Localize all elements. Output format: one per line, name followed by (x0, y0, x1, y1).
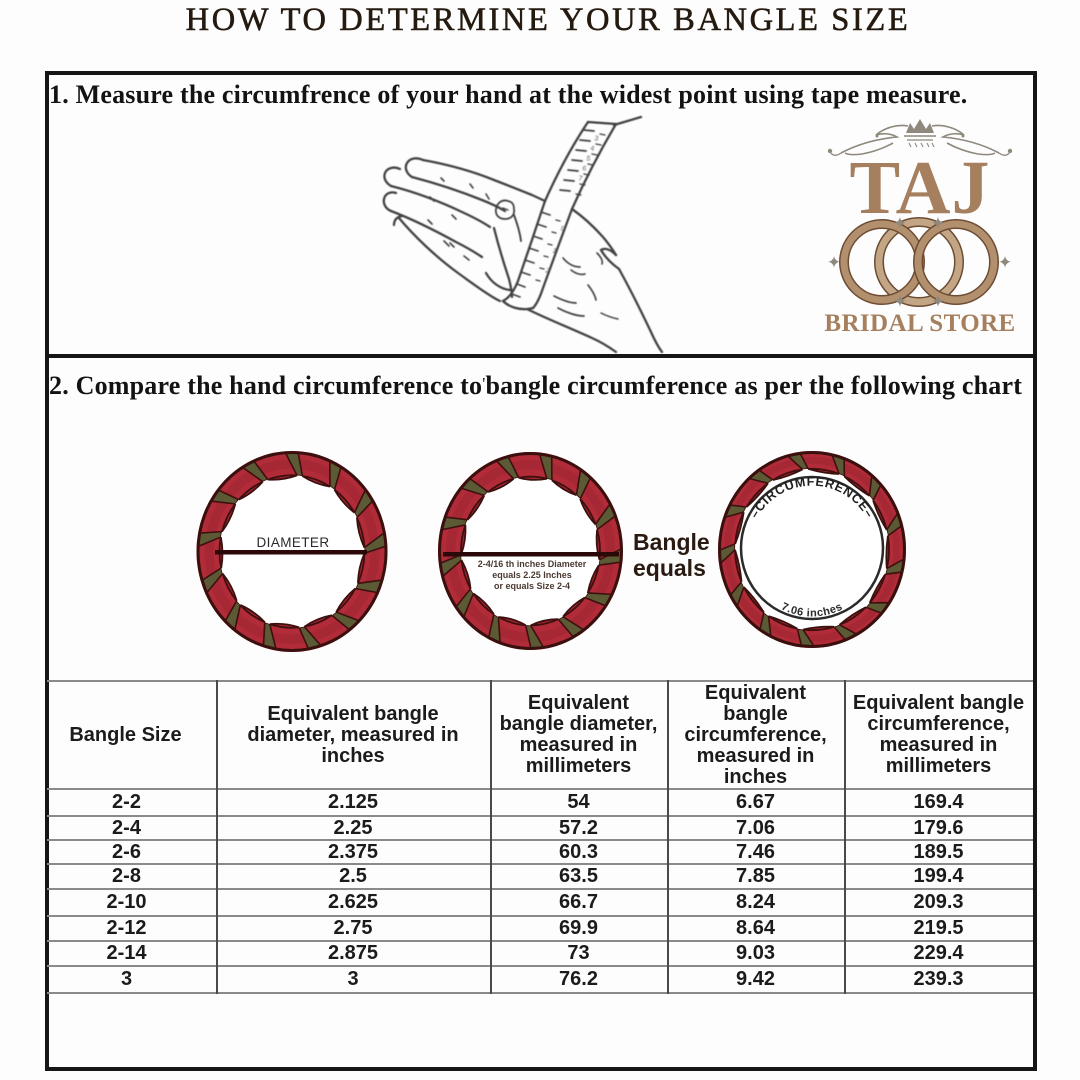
svg-text:✦: ✦ (893, 292, 907, 311)
svg-text:7: 7 (578, 175, 584, 183)
svg-text:9: 9 (559, 225, 565, 233)
svg-text:✦: ✦ (893, 214, 907, 233)
svg-text:✦: ✦ (931, 292, 945, 311)
svg-text:2-4/16 th inches Diameter: 2-4/16 th inches Diameter (478, 559, 587, 569)
svg-text:equals 2.25 Inches: equals 2.25 Inches (492, 570, 572, 580)
svg-text:2: 2 (544, 267, 551, 275)
svg-text:6: 6 (582, 165, 588, 173)
svg-text:✦: ✦ (931, 214, 945, 233)
svg-text:4: 4 (590, 145, 596, 153)
svg-text:BRIDAL STORE: BRIDAL STORE (824, 310, 1015, 337)
svg-text:or equals Size 2-4: or equals Size 2-4 (494, 581, 570, 591)
svg-text:✦: ✦ (998, 253, 1012, 272)
svg-text:5: 5 (586, 155, 592, 163)
svg-text:TAJ: TAJ (850, 146, 991, 230)
svg-text:DIAMETER: DIAMETER (257, 535, 330, 550)
svg-text:✦: ✦ (827, 253, 841, 272)
svg-text:7.06 inches: 7.06 inches (779, 601, 844, 620)
svg-text:1: 1 (551, 247, 557, 255)
svg-text:3: 3 (594, 135, 600, 143)
